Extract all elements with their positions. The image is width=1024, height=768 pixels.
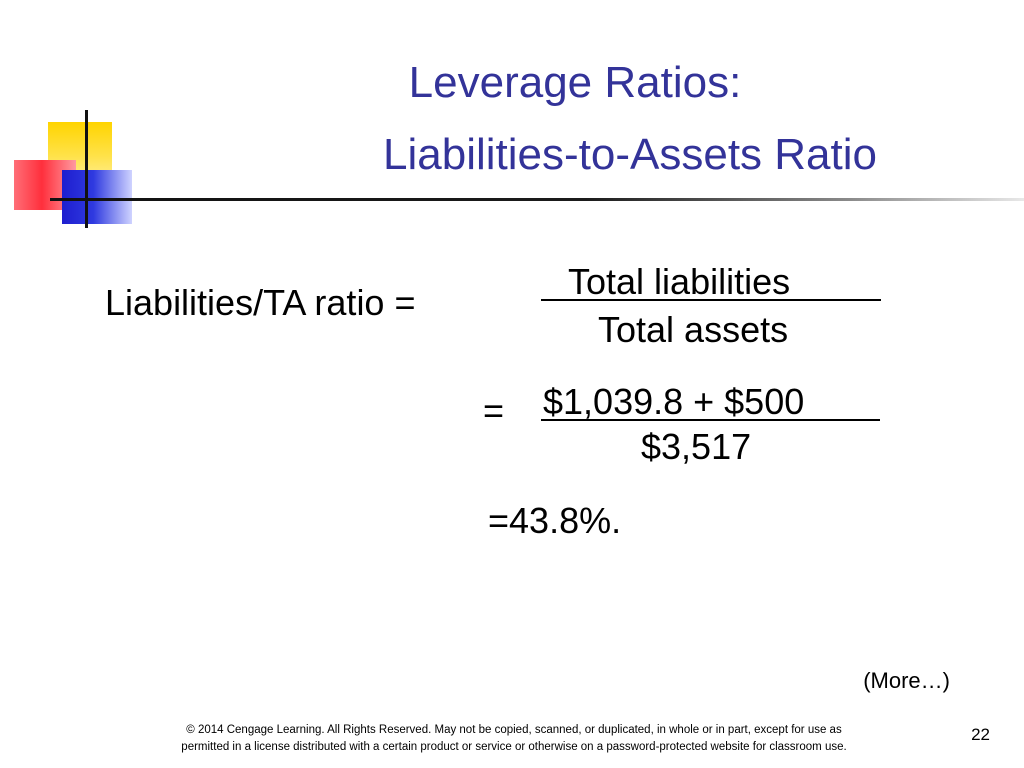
calculation-fraction-bar (541, 419, 880, 421)
ratio-result: =43.8%. (488, 500, 622, 541)
copyright-line-1: © 2014 Cengage Learning. All Rights Rese… (186, 724, 842, 736)
slide-title-line-2: Liabilities-to-Assets Ratio (383, 130, 877, 179)
vertical-line-decoration (85, 110, 88, 228)
calculation-denominator: $3,517 (641, 426, 752, 467)
page-number: 22 (971, 725, 990, 744)
formula-numerator: Total liabilities (568, 261, 791, 302)
formula-denominator: Total assets (598, 309, 789, 350)
calculation-equals: = (483, 390, 505, 431)
formula-label: Liabilities/TA ratio = (105, 282, 416, 323)
more-indicator: (More…) (863, 668, 950, 693)
title-underline-rule (50, 198, 1024, 201)
blue-square-decoration (62, 170, 132, 224)
formula-fraction-bar (541, 299, 881, 301)
copyright-footer: © 2014 Cengage Learning. All Rights Rese… (120, 722, 908, 756)
slide-title-line-1: Leverage Ratios: (408, 58, 742, 107)
calculation-numerator: $1,039.8 + $500 (543, 381, 805, 422)
copyright-line-2: permitted in a license distributed with … (181, 741, 847, 753)
